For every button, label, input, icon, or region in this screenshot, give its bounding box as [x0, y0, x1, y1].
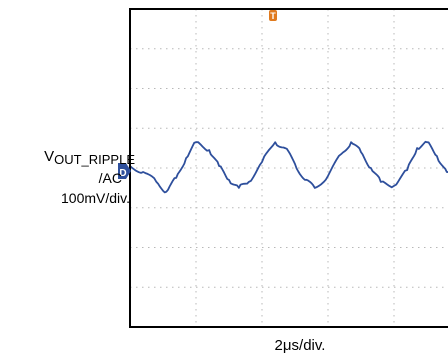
channel-label: VOUT_RIPPLE — [44, 148, 135, 168]
vertical-scale-label: 100mV/div. — [61, 190, 130, 206]
graticule — [130, 9, 448, 327]
channel-coupling: /AC — [98, 170, 122, 186]
channel-ground-marker: D — [118, 163, 131, 179]
horizontal-scale-label: 2μs/div. — [274, 337, 326, 354]
screen-frame — [129, 8, 448, 328]
svg-text:D: D — [119, 168, 126, 179]
svg-text:T: T — [270, 11, 276, 21]
trigger-marker: T — [269, 10, 277, 21]
ripple-trace — [129, 140, 448, 194]
